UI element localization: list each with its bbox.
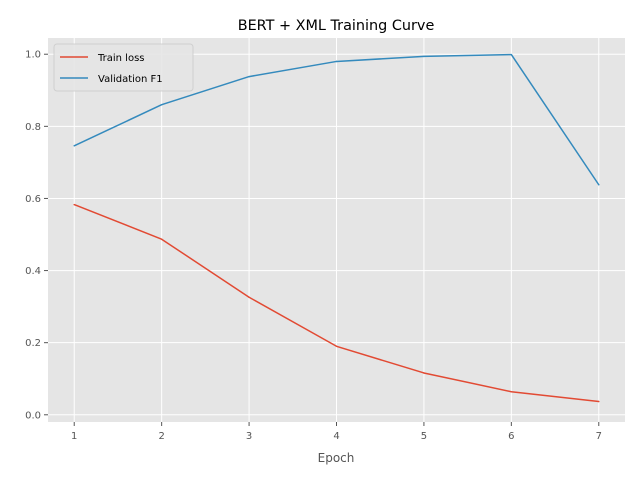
legend-label-validation-f1: Validation F1	[98, 74, 163, 85]
series-lines	[73, 53, 600, 403]
chart-title: BERT + XML Training Curve	[238, 18, 435, 34]
x-axis-label: Epoch	[318, 451, 355, 465]
data-point-validation-f1	[423, 55, 425, 58]
x-tick-label: 3	[246, 431, 252, 442]
x-tick-label: 2	[158, 431, 164, 442]
x-tick-label: 7	[596, 431, 602, 442]
y-tick-label: 0.0	[25, 410, 41, 421]
x-axis: 1 2 3 4 5 6 7	[71, 422, 602, 442]
data-point-train-loss	[510, 390, 513, 393]
data-point-validation-f1	[73, 145, 75, 147]
data-point-validation-f1	[160, 103, 163, 106]
y-tick-label: 0.8	[25, 122, 41, 133]
y-axis: 0.0 0.2 0.4 0.6 0.8 1.0	[25, 50, 48, 421]
grid	[48, 38, 625, 422]
data-point-train-loss	[423, 372, 425, 374]
data-point-train-loss	[335, 345, 338, 348]
x-tick-label: 6	[508, 431, 514, 442]
y-tick-label: 1.0	[25, 50, 41, 61]
data-point-train-loss	[598, 400, 600, 403]
data-point-validation-f1	[335, 60, 338, 63]
y-tick-label: 0.6	[25, 194, 41, 205]
data-point-train-loss	[248, 296, 250, 298]
data-point-validation-f1	[598, 183, 600, 186]
data-point-validation-f1	[248, 75, 250, 78]
legend-box	[53, 43, 194, 92]
data-point-train-loss	[73, 203, 75, 206]
legend-label-train-loss: Train loss	[97, 53, 145, 64]
x-tick-label: 1	[71, 431, 77, 442]
legend: Train loss Validation F1	[53, 43, 194, 92]
data-point-validation-f1	[510, 53, 513, 56]
y-tick-label: 0.4	[25, 266, 41, 277]
data-point-train-loss	[160, 238, 163, 240]
x-tick-label: 5	[421, 431, 427, 442]
y-tick-label: 0.2	[25, 338, 41, 349]
x-tick-label: 4	[333, 431, 339, 442]
